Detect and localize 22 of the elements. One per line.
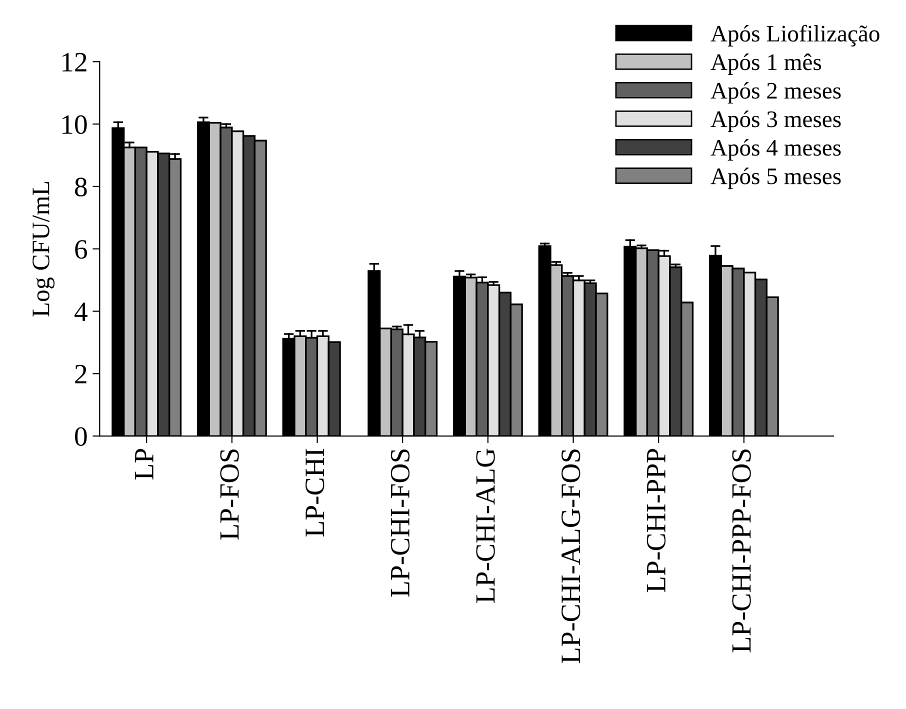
legend-label: Após Liofilização [710, 24, 880, 46]
y-axis-title: Log CFU/mL [32, 182, 55, 317]
legend-label: Após 4 meses [710, 139, 841, 161]
y-tick-label: 12 [62, 52, 86, 72]
y-tick-label: 0 [75, 427, 87, 446]
x-tick-label: LP-CHI-PPP-FOS [732, 450, 751, 652]
legend-label: Após 1 mês [710, 54, 822, 75]
x-tick-label: LP-FOS [220, 450, 239, 540]
y-tick-label: 6 [75, 240, 88, 259]
x-tick-label: LP-CHI-PPP [646, 448, 666, 592]
y-tick-label: 10 [62, 115, 87, 134]
x-tick-label: LP-CHI-ALG [476, 448, 495, 603]
legend-label: Após 5 meses [710, 168, 841, 190]
y-tick-label: 4 [74, 302, 88, 321]
x-tick-label: LP-CHI-FOS [390, 450, 410, 597]
y-tick-label: 2 [75, 364, 86, 384]
x-tick-label: LP-CHI [306, 448, 324, 537]
y-tick-label: 8 [75, 178, 87, 196]
x-tick-label: LP-CHI-ALG-FOS [562, 450, 580, 664]
legend-label: Após 3 meses [710, 110, 841, 132]
x-tick-label: LP [135, 448, 154, 480]
legend-label: Após 2 meses [710, 82, 841, 104]
